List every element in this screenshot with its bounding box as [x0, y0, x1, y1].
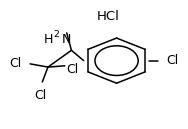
Text: Cl: Cl [34, 89, 47, 102]
Text: 2: 2 [54, 30, 59, 39]
Text: HCl: HCl [97, 10, 120, 23]
Text: H: H [44, 33, 54, 46]
Text: Cl: Cl [9, 57, 22, 70]
Text: N: N [62, 33, 71, 46]
Text: Cl: Cl [67, 63, 79, 75]
Text: Cl: Cl [166, 54, 179, 67]
